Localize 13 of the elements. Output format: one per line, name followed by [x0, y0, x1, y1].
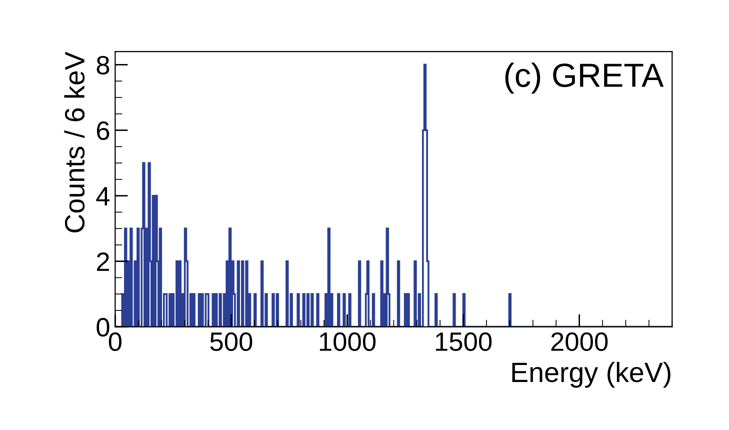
annotation: (c) GRETA: [505, 62, 664, 94]
x-axis-title: Energy (keV): [512, 362, 670, 388]
x-tick-label: 0: [108, 332, 122, 352]
y-tick-label: 0: [96, 318, 110, 337]
y-tick-label: 8: [96, 56, 110, 75]
x-tick-label: 500: [210, 332, 252, 352]
x-tick-label: 2000: [551, 332, 608, 352]
y-tick-label: 4: [96, 187, 110, 206]
x-tick-label: 1500: [436, 332, 492, 352]
y-tick-label: 2: [96, 252, 109, 271]
x-tick-label: 1000: [320, 332, 376, 352]
y-axis-title: Counts / 6 keV: [64, 52, 85, 232]
y-tick-label: 6: [96, 121, 110, 140]
